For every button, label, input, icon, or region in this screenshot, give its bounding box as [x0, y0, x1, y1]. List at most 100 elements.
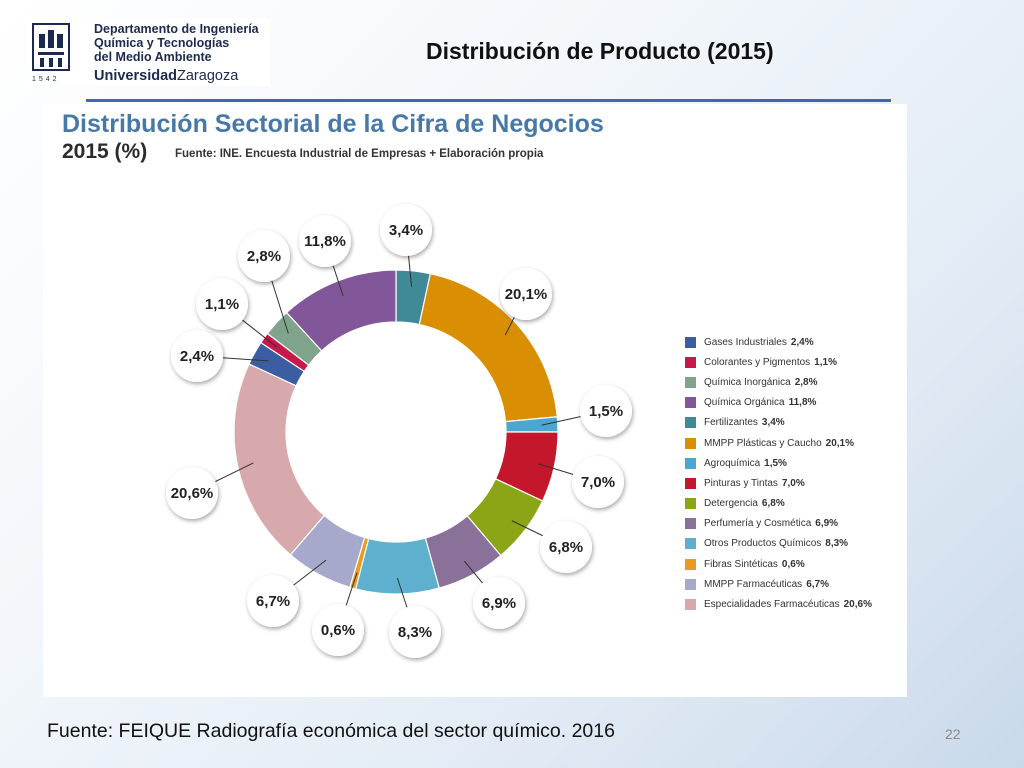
legend-item: Química Inorgánica 2,8%	[685, 372, 900, 392]
legend-item: Otros Productos Químicos 8,3%	[685, 534, 900, 554]
legend-value: 1,1%	[814, 356, 837, 368]
legend-swatch	[685, 457, 696, 469]
legend-label: Perfumería y Cosmética	[704, 518, 812, 530]
legend-value: 6,9%	[815, 518, 839, 530]
legend-swatch	[685, 417, 696, 429]
legend-item: Perfumería y Cosmética 6,9%	[685, 514, 900, 534]
data-label-2: 1,5%	[589, 403, 623, 420]
legend-value: 7,0%	[781, 477, 805, 489]
legend-item: Química Orgánica 11,8%	[685, 393, 900, 413]
legend-value: 3,4%	[761, 417, 785, 429]
label-bubble-12	[238, 230, 290, 282]
legend-swatch	[685, 498, 696, 510]
label-bubble-5	[473, 577, 525, 629]
label-bubble-4	[540, 521, 592, 573]
chart-legend: Gases Industriales 2,4% Colorantes y Pigme…	[685, 332, 900, 615]
data-label-12: 2,8%	[247, 248, 281, 265]
legend-item: Fertilizantes 3,4%	[685, 413, 900, 433]
legend-value: 6,8%	[761, 498, 785, 510]
legend-item: Fibras Sintéticas 0,6%	[685, 554, 900, 574]
data-label-8: 6,7%	[256, 593, 290, 610]
logo-year: 1542	[32, 76, 60, 83]
data-label-4: 6,8%	[549, 539, 583, 556]
legend-label: Química Orgánica	[704, 397, 785, 409]
chart-subtitle: 2015 (%)	[62, 140, 148, 163]
label-bubble-6	[389, 606, 441, 658]
chart-source-note: Fuente: INE. Encuesta Industrial de Empr…	[175, 148, 544, 160]
legend-value: 1,5%	[764, 457, 787, 469]
legend-swatch	[685, 538, 696, 550]
legend-item: Especialidades Farmacéuticas 20,6%	[685, 594, 900, 614]
label-bubble-9	[166, 467, 218, 519]
legend-item: Agroquímica 1,5%	[685, 453, 900, 473]
label-bubble-2	[580, 385, 632, 437]
legend-value: 8,3%	[825, 538, 849, 550]
legend-swatch	[685, 518, 696, 530]
data-label-13: 11,8%	[304, 233, 346, 250]
donut-slice-13	[285, 269, 397, 352]
label-bubble-13	[299, 215, 351, 267]
legend-label: Fertilizantes	[704, 417, 758, 429]
university-logo: 1542 Departamento de Ingeniería Química …	[26, 18, 270, 86]
legend-value: 0,6%	[781, 558, 805, 570]
legend-value: 20,1%	[825, 437, 854, 449]
legend-swatch	[685, 477, 696, 489]
label-bubble-10	[171, 330, 223, 382]
department-line-2: Química y Tecnologías	[94, 36, 230, 50]
label-bubble-7	[312, 604, 364, 656]
label-bubble-1	[500, 268, 552, 320]
legend-label: Otros Productos Químicos	[704, 538, 822, 550]
data-label-11: 1,1%	[205, 296, 239, 313]
data-label-10: 2,4%	[180, 348, 214, 365]
data-label-9: 20,6%	[171, 485, 214, 502]
title-underline	[86, 99, 891, 102]
department-name: Departamento de Ingeniería Química y Tec…	[94, 22, 259, 64]
label-bubble-11	[196, 278, 248, 330]
footer-source: Fuente: FEIQUE Radiografía económica del…	[47, 720, 615, 742]
label-bubble-3	[572, 456, 624, 508]
university-name-city: Zaragoza	[177, 68, 239, 84]
legend-item: Colorantes y Pigmentos 1,1%	[685, 352, 900, 372]
legend-label: Detergencia	[704, 498, 758, 510]
legend-label: Fibras Sintéticas	[704, 558, 778, 570]
data-label-5: 6,9%	[482, 595, 516, 612]
data-label-7: 0,6%	[321, 622, 355, 639]
legend-label: Pinturas y Tintas	[704, 477, 778, 489]
university-name: UniversidadZaragoza	[94, 68, 238, 84]
data-label-6: 8,3%	[398, 624, 432, 641]
legend-item: Detergencia 6,8%	[685, 494, 900, 514]
legend-swatch	[685, 578, 696, 590]
department-line-3: del Medio Ambiente	[94, 50, 212, 64]
legend-swatch	[685, 356, 696, 368]
data-label-3: 7,0%	[581, 474, 615, 491]
legend-swatch	[685, 437, 696, 449]
legend-swatch	[685, 376, 696, 388]
donut-slice-9	[233, 363, 326, 556]
legend-swatch	[685, 336, 696, 348]
legend-label: MMPP Farmacéuticas	[704, 578, 803, 590]
data-label-0: 3,4%	[389, 222, 423, 239]
legend-label: Agroquímica	[704, 457, 761, 469]
chart-title: Distribución Sectorial de la Cifra de Ne…	[62, 110, 604, 138]
legend-label: Especialidades Farmacéuticas	[704, 599, 840, 611]
legend-swatch	[685, 397, 696, 409]
legend-item: MMPP Farmacéuticas 6,7%	[685, 574, 900, 594]
legend-label: Colorantes y Pigmentos	[704, 356, 811, 368]
university-name-bold: Universidad	[94, 68, 177, 84]
slide-title: Distribución de Producto (2015)	[426, 38, 774, 64]
legend-value: 6,7%	[806, 578, 829, 590]
donut-slice-6	[354, 537, 440, 595]
page-number: 22	[945, 726, 961, 742]
data-label-1: 20,1%	[505, 286, 548, 303]
legend-swatch	[685, 599, 696, 611]
university-crest-icon	[32, 23, 70, 71]
department-line-1: Departamento de Ingeniería	[94, 22, 259, 36]
legend-value: 2,8%	[794, 376, 818, 388]
legend-label: Química Inorgánica	[704, 376, 791, 388]
legend-value: 20,6%	[843, 599, 872, 611]
legend-label: MMPP Plásticas y Caucho	[704, 437, 822, 449]
legend-item: Gases Industriales 2,4%	[685, 332, 900, 352]
label-bubble-8	[247, 575, 299, 627]
legend-swatch	[685, 558, 696, 570]
